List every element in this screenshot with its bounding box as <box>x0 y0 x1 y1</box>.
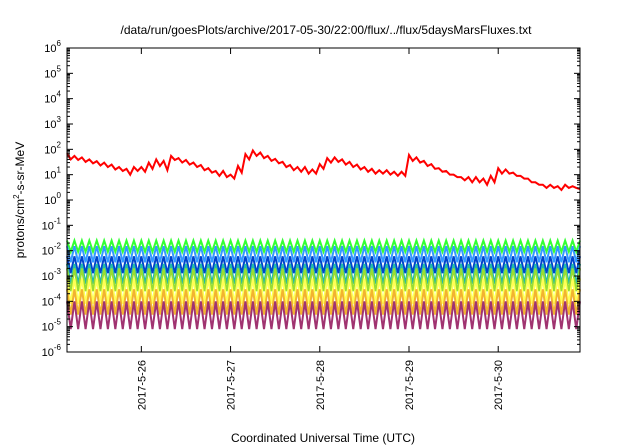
y-tick-label: 105 <box>44 64 61 80</box>
series-line-9 <box>66 301 581 330</box>
y-tick-exp: 4 <box>57 90 62 99</box>
y-tick-base: 10 <box>42 347 54 359</box>
x-tick-label: 2017-5-28 <box>315 360 327 410</box>
x-axis: 2017-5-26 2017-5-27 2017-5-28 2017-5-29 2017… <box>136 48 505 410</box>
y-tick-base: 10 <box>44 170 56 182</box>
x-tick-label: 2017-5-27 <box>226 360 238 410</box>
y-tick-label: 10-1 <box>42 216 62 232</box>
y-tick-base: 10 <box>44 195 56 207</box>
y-tick-exp: -2 <box>54 242 62 251</box>
series-line-4 <box>66 256 581 274</box>
series-line-8 <box>66 289 581 315</box>
y-axis: 10-610-510-410-310-210-11001011021031041… <box>42 39 580 359</box>
series-line-1 <box>66 148 581 192</box>
y-axis-label-sup: 2 <box>12 194 21 199</box>
y-tick-label: 102 <box>44 140 61 156</box>
series-line-3 <box>66 245 581 263</box>
y-axis-label-post: -s-sr-MeV <box>13 142 27 195</box>
y-tick-label: 100 <box>44 191 61 207</box>
y-tick-base: 10 <box>42 271 54 283</box>
y-tick-exp: 2 <box>57 140 62 149</box>
y-tick-base: 10 <box>42 246 54 258</box>
y-tick-exp: -1 <box>54 216 62 225</box>
y-tick-exp: -5 <box>54 318 62 327</box>
y-tick-label: 104 <box>44 90 61 106</box>
y-tick-exp: 5 <box>57 64 62 73</box>
y-axis-label: protons/cm2-s-sr-MeV <box>12 142 27 258</box>
x-tick-label: 2017-5-26 <box>136 360 148 410</box>
y-tick-exp: 1 <box>57 166 62 175</box>
series-line-2 <box>66 237 581 256</box>
y-tick-base: 10 <box>44 119 56 131</box>
y-tick-label: 106 <box>44 39 61 55</box>
y-tick-exp: -4 <box>54 292 62 301</box>
y-tick-base: 10 <box>42 220 54 232</box>
y-tick-exp: 3 <box>57 115 62 124</box>
y-tick-base: 10 <box>44 68 56 80</box>
series-layer <box>66 148 581 330</box>
y-tick-label: 10-2 <box>42 242 62 258</box>
x-tick-label: 2017-5-29 <box>404 360 416 410</box>
chart-title: /data/run/goesPlots/archive/2017-05-30/2… <box>121 23 533 37</box>
x-tick-label: 2017-5-30 <box>493 360 505 410</box>
y-tick-exp: -3 <box>54 267 62 276</box>
x-axis-label: Coordinated Universal Time (UTC) <box>231 431 415 445</box>
y-tick-exp: 6 <box>57 39 62 48</box>
y-tick-label: 10-4 <box>42 292 62 308</box>
y-tick-label: 10-5 <box>42 318 62 334</box>
series-line-6 <box>66 268 581 292</box>
series-line-7 <box>66 278 581 304</box>
y-tick-label: 103 <box>44 115 61 131</box>
y-tick-exp: -6 <box>54 343 62 352</box>
y-tick-exp: 0 <box>57 191 62 200</box>
y-tick-base: 10 <box>44 94 56 106</box>
series-line-5 <box>66 263 581 284</box>
y-tick-base: 10 <box>42 322 54 334</box>
y-tick-base: 10 <box>44 43 56 55</box>
y-tick-label: 10-3 <box>42 267 62 283</box>
y-tick-base: 10 <box>42 296 54 308</box>
y-tick-label: 101 <box>44 166 61 182</box>
y-tick-label: 10-6 <box>42 343 62 359</box>
y-tick-base: 10 <box>44 144 56 156</box>
y-axis-label-pre: protons/cm <box>13 199 27 258</box>
